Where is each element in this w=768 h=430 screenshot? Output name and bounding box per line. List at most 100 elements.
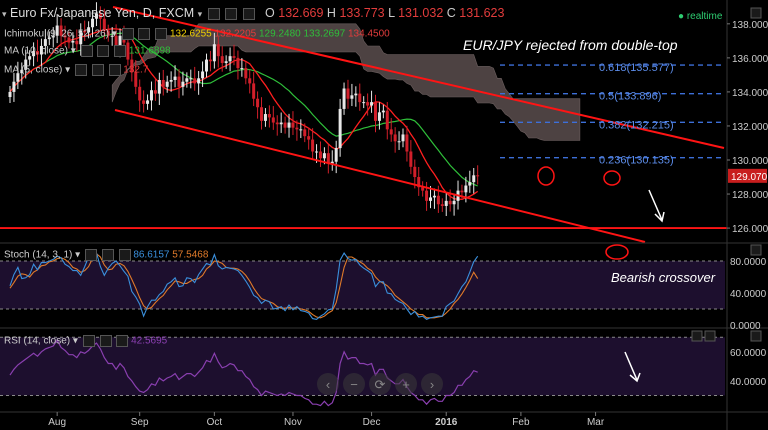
chevron-down-icon[interactable]: ▾ (72, 335, 78, 347)
rsi-panel[interactable] (0, 336, 725, 407)
stoch-d-line (9, 253, 479, 319)
close-value: 131.623 (459, 6, 505, 20)
close-icon[interactable] (108, 64, 121, 76)
candle-body (248, 78, 252, 84)
price-panel[interactable]: 0.618(135.577) 0.5(133.896) 0.382(132.215)… (0, 2, 727, 243)
reset-icon[interactable] (369, 373, 391, 395)
candle-body (291, 122, 295, 128)
candle-body (32, 51, 36, 57)
panel-control-icon[interactable] (750, 7, 762, 19)
settings-icon[interactable] (138, 28, 151, 40)
candle-body (102, 18, 106, 31)
eye-icon[interactable] (80, 45, 93, 57)
fib-level-label: 0.618(135.577) (599, 62, 674, 74)
candle-body (370, 102, 374, 106)
settings-icon[interactable] (101, 249, 114, 261)
zoom-in-icon[interactable] (395, 373, 417, 395)
candle-body (130, 59, 134, 72)
candle-body (472, 175, 476, 183)
chevron-down-icon[interactable]: ▾ (111, 28, 117, 40)
candle-body (16, 73, 20, 82)
candle-body (8, 91, 12, 98)
eye-icon[interactable] (74, 64, 87, 76)
close-icon[interactable] (118, 249, 131, 261)
eye-icon[interactable] (84, 249, 97, 261)
rsi-label: RSI (14, close) (4, 335, 71, 347)
rsi-legend[interactable]: RSI (14, close) ▾ 42.5695 (4, 335, 167, 347)
candle-body (338, 108, 342, 149)
candle-body (28, 56, 32, 60)
fib-level-label: 0.5(133.896) (599, 91, 661, 103)
top-marker-circle (537, 166, 555, 186)
candle-body (401, 134, 405, 142)
settings-icon[interactable] (97, 45, 110, 57)
ma5-label: MA (5, close) (4, 64, 63, 76)
chevron-down-icon[interactable]: ▾ (75, 249, 81, 261)
candle-body (114, 35, 118, 46)
candle-body (476, 175, 480, 177)
candle-body (425, 190, 429, 201)
y-tick-label: 138.000 (732, 20, 768, 31)
candle-body (460, 190, 464, 193)
candle-body (440, 204, 444, 206)
chart-nav-toolbar[interactable]: ‹ − ⟳ + › (317, 373, 443, 395)
candle-body (12, 81, 16, 92)
candle-body (20, 69, 24, 74)
stoch-d-value: 57.5468 (172, 249, 209, 261)
eye-icon[interactable] (82, 335, 95, 347)
symbol-title[interactable]: Euro Fx/Japanese Yen, D, FXCM (10, 6, 195, 20)
close-icon[interactable] (242, 7, 255, 20)
candle-body (393, 134, 397, 142)
y-tick-label: 130.000 (732, 156, 768, 167)
scroll-left-icon[interactable] (317, 373, 339, 395)
fib-level-label: 0.382(132.215) (599, 119, 674, 131)
close-icon[interactable] (116, 335, 129, 347)
x-tick-label: Dec (363, 417, 381, 428)
chevron-down-icon[interactable]: ▾ (2, 9, 7, 19)
eye-icon[interactable] (121, 28, 134, 40)
settings-icon[interactable] (91, 64, 104, 76)
down-arrow-icon (624, 351, 641, 383)
ichimoku-value-4: 133.2697 (303, 28, 346, 40)
candle-body (362, 102, 366, 104)
candle-body (267, 114, 271, 118)
candle-body (464, 185, 468, 193)
candle-body (161, 80, 165, 87)
settings-icon[interactable] (225, 7, 238, 20)
close-icon[interactable] (114, 45, 127, 57)
chevron-down-icon[interactable]: ▾ (65, 64, 71, 76)
candle-body (138, 86, 142, 101)
panel-control-icon[interactable] (704, 330, 716, 342)
candle-body (299, 129, 303, 131)
ma10-legend[interactable]: MA (10, close) ▾ 131.6898 (4, 45, 171, 57)
panel-control-icon[interactable] (750, 330, 762, 342)
ichimoku-value-2: 132.2205 (214, 28, 257, 40)
ma5-legend[interactable]: MA (5, close) ▾ 132.7 (4, 64, 148, 76)
candle-body (260, 107, 264, 121)
ichimoku-legend[interactable]: Ichimoku (9, 26, 52, 26) ▾ 132.6255 132.… (4, 28, 390, 40)
candle-body (436, 195, 440, 205)
candle-body (87, 27, 91, 33)
zoom-out-icon[interactable] (343, 373, 365, 395)
candle-body (307, 136, 311, 140)
chevron-down-icon[interactable]: ▾ (70, 45, 76, 57)
eye-icon[interactable] (207, 7, 220, 20)
stoch-legend[interactable]: Stoch (14, 3, 1) ▾ 86.6157 57.5468 (4, 249, 208, 261)
panel-control-icon[interactable] (750, 244, 762, 256)
chevron-down-icon[interactable]: ▾ (197, 9, 203, 19)
scroll-right-icon[interactable] (421, 373, 443, 395)
candle-body (106, 30, 110, 36)
candle-body (173, 76, 177, 80)
candle-body (224, 61, 228, 63)
candle-body (358, 93, 362, 103)
candle-body (413, 166, 417, 178)
ichimoku-value-3: 129.2480 (259, 28, 301, 40)
candle-body (83, 30, 87, 33)
settings-icon[interactable] (99, 335, 112, 347)
down-arrow-icon (648, 189, 665, 223)
stochastic-panel[interactable] (0, 251, 725, 321)
close-icon[interactable] (155, 28, 168, 40)
panel-control-icon[interactable] (691, 330, 703, 342)
candle-body (311, 139, 315, 152)
